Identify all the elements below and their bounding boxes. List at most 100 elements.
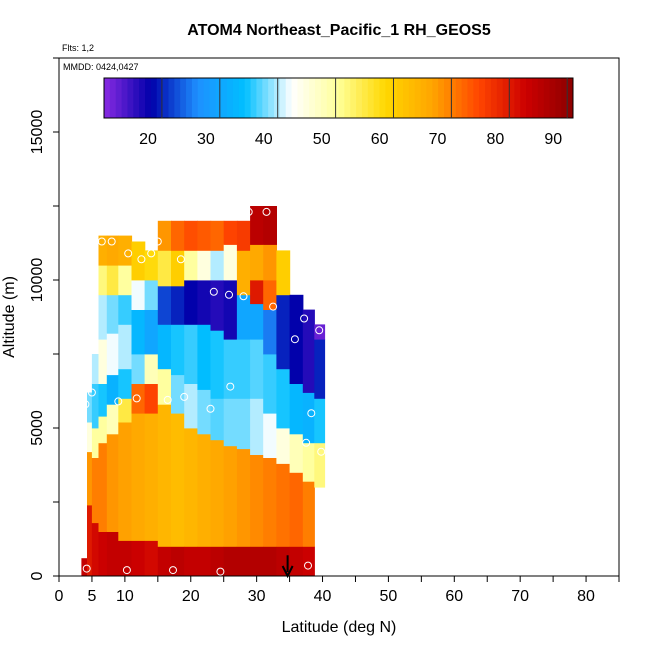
colorbar-swatch: [156, 78, 164, 118]
curtain-cell: [250, 303, 264, 340]
colorbar-tick-label: 30: [197, 131, 215, 148]
curtain-cell: [106, 265, 119, 296]
curtain-cell: [302, 546, 315, 577]
flight-point: [147, 249, 156, 258]
curtain-cell: [184, 250, 198, 281]
colorbar-swatch: [180, 78, 187, 118]
curtain-cell: [184, 546, 198, 577]
curtain-cell: [236, 448, 251, 547]
curtain-cell: [210, 250, 225, 281]
y-tick-label: 15000: [29, 110, 46, 155]
curtain-cell: [197, 389, 212, 435]
flight-point: [300, 314, 309, 323]
curtain-cell: [223, 244, 238, 281]
colorbar-swatch: [109, 78, 117, 118]
curtain-cell: [144, 413, 159, 541]
curtain-cell: [302, 392, 315, 444]
curtain-cell: [171, 374, 185, 414]
x-tick-label: 0: [55, 588, 64, 605]
colorbar-swatch: [309, 78, 316, 118]
flight-point: [169, 566, 177, 575]
colorbar-tick-label: 20: [139, 131, 157, 148]
curtain-cell: [263, 457, 277, 547]
curtain-cell: [91, 428, 100, 458]
curtain-cell: [223, 546, 238, 577]
colorbar-swatch: [461, 78, 468, 118]
flight-point: [81, 400, 90, 409]
colorbar-swatch: [285, 78, 293, 118]
colorbar-swatch: [268, 78, 275, 118]
curtain-cell: [289, 294, 304, 384]
flight-point: [176, 255, 185, 264]
curtain-cell: [276, 250, 291, 296]
colorbar-swatch: [344, 78, 351, 118]
curtain-cell: [81, 558, 88, 577]
curtain-cell: [118, 235, 133, 266]
colorbar-tick-label: 70: [429, 131, 447, 148]
colorbar-swatch: [508, 78, 515, 118]
flight-point: [239, 292, 248, 301]
colorbar-swatch: [414, 78, 422, 118]
flight-point: [180, 392, 189, 401]
curtain-cell: [98, 531, 108, 577]
flights-note: Flts: 1,2: [62, 43, 94, 53]
colorbar-swatch: [150, 78, 158, 118]
flight-point: [132, 394, 141, 403]
curtain-cell: [131, 354, 146, 384]
colorbar-swatch: [197, 78, 205, 118]
colorbar-swatch: [315, 78, 322, 118]
curtain-cell: [302, 481, 315, 547]
curtain-cell: [276, 463, 291, 547]
flight-point: [226, 382, 235, 391]
x-axis: 0 5 10 20 30 40 50 60 70 80: [55, 576, 620, 605]
flight-point: [209, 287, 218, 296]
colorbar-swatch: [537, 78, 545, 118]
curtain-cell: [302, 442, 315, 482]
flight-point: [97, 237, 106, 246]
colorbar-swatch: [449, 78, 457, 118]
colorbar-swatch: [356, 78, 363, 118]
curtain-cell: [184, 383, 198, 429]
curtain-cell: [87, 505, 93, 577]
curtain-cell: [210, 439, 225, 547]
colorbar-swatch: [121, 78, 128, 118]
curtain-cell: [263, 354, 277, 414]
curtain-cell: [289, 433, 304, 473]
curtain-cell: [197, 250, 212, 281]
flight-point: [107, 237, 116, 246]
colorbar-swatch: [145, 78, 152, 118]
colorbar-swatch: [361, 78, 369, 118]
curtain-cell: [250, 206, 264, 245]
flight-point: [269, 302, 278, 311]
colorbar-tick-label: 60: [371, 131, 389, 148]
x-tick-label: 30: [248, 588, 266, 605]
curtain-cell: [314, 324, 326, 340]
flight-point: [91, 237, 100, 246]
colorbar-swatch: [432, 78, 439, 118]
curtain-cell: [131, 540, 146, 577]
plot-frame: [58, 57, 620, 577]
curtain-cell: [171, 413, 185, 547]
curtain-cell: [131, 309, 146, 355]
curtain-cell: [131, 413, 146, 541]
colorbar-swatch: [162, 78, 169, 118]
curtain-cell: [210, 280, 225, 331]
flight-point: [307, 409, 316, 418]
y-tick-label: 5000: [29, 410, 46, 446]
curtain-cell: [144, 383, 159, 414]
colorbar-swatch: [326, 78, 334, 118]
curtain-cell: [197, 220, 212, 251]
curtain-cell: [91, 354, 100, 384]
curtain-cell: [250, 398, 264, 455]
colorbar-swatch: [291, 78, 298, 118]
colorbar-swatch: [244, 78, 252, 118]
y-tick-label: 0: [29, 571, 46, 580]
colorbar-tick-label: 50: [313, 131, 331, 148]
curtain-cell: [223, 220, 238, 245]
colorbar-swatch: [485, 78, 492, 118]
curtain-cell: [184, 428, 198, 547]
curtain-cell: [263, 244, 277, 281]
colorbar-swatch: [133, 78, 140, 118]
curtain-cell: [223, 280, 238, 340]
curtain-cell: [131, 280, 146, 310]
